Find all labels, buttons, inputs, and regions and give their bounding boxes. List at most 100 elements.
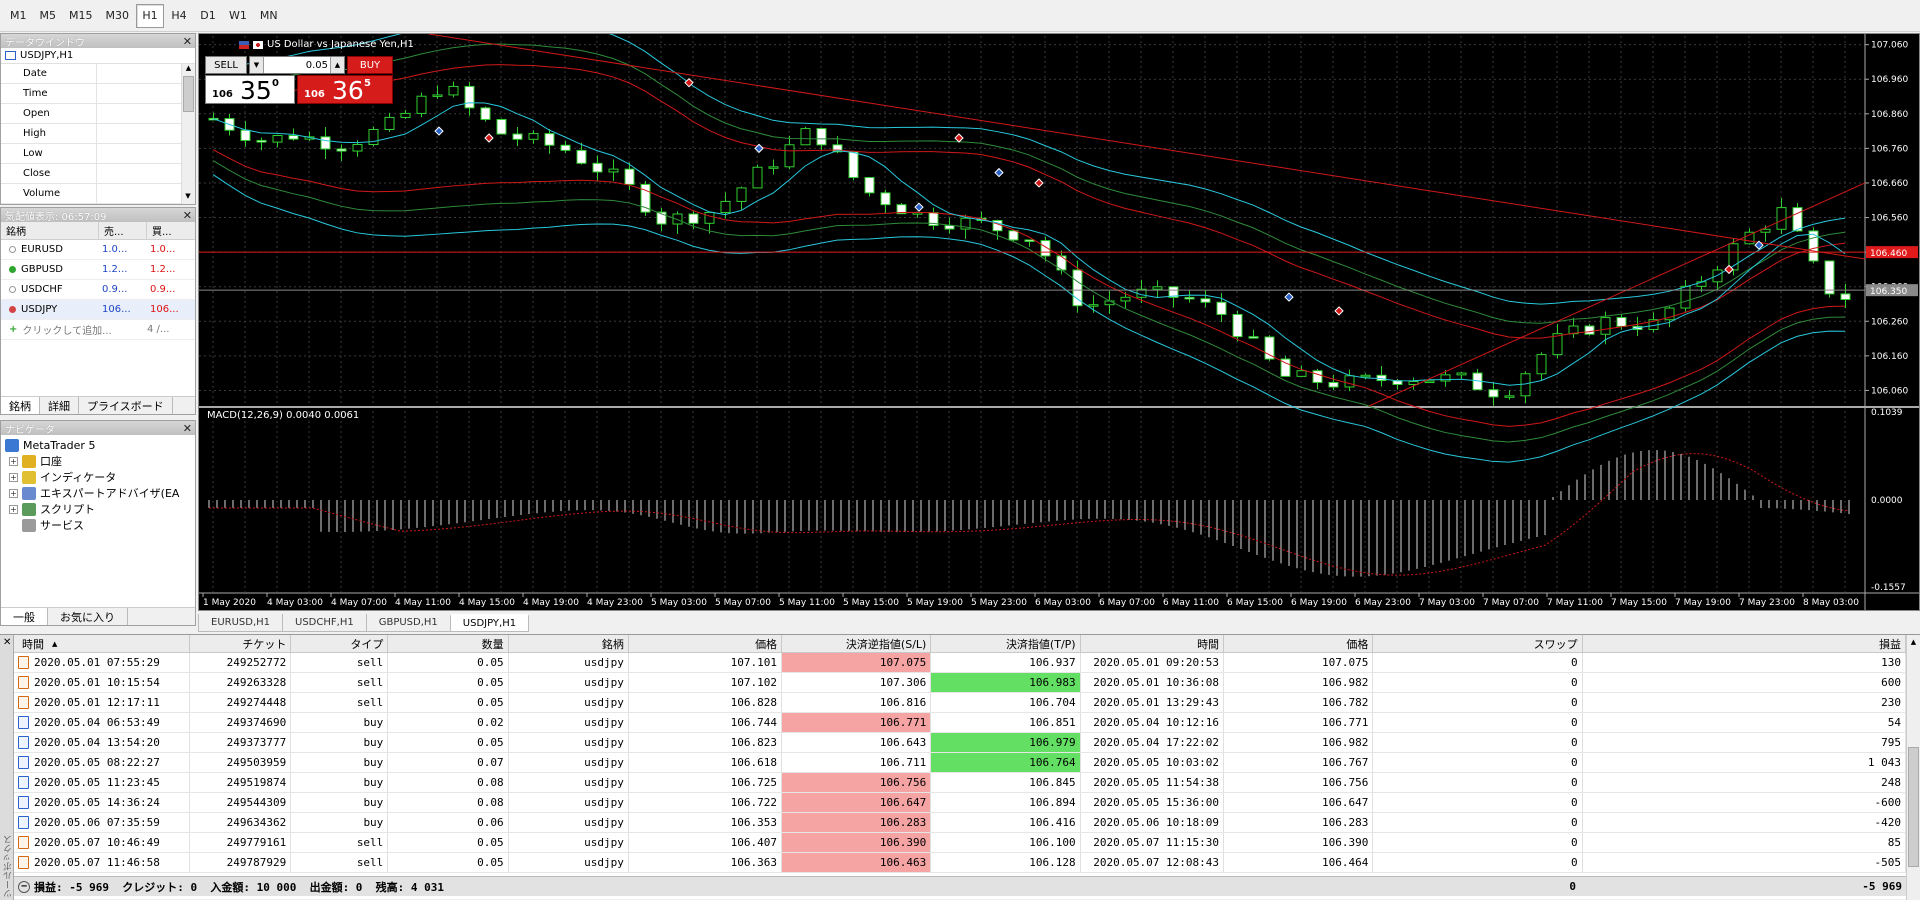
- price-chart[interactable]: 107.060 106.960 106.860 106.760 106.660 106.5…: [198, 33, 1920, 611]
- timeframe-m5[interactable]: M5: [39, 9, 57, 22]
- sell-trade-marker[interactable]: [1034, 178, 1044, 188]
- timeframe-m15[interactable]: M15: [69, 9, 93, 22]
- sell-trade-marker[interactable]: [1334, 306, 1344, 316]
- navigator-root[interactable]: MetaTrader 5: [5, 437, 191, 453]
- column-header-ticket[interactable]: チケット: [190, 635, 292, 652]
- chart-tab-gbpusd[interactable]: GBPUSD,H1: [365, 614, 451, 632]
- column-header-take-profit[interactable]: 決済指値(T/P): [931, 635, 1081, 652]
- scroll-thumb[interactable]: [183, 76, 194, 112]
- column-header-type[interactable]: タイプ: [291, 635, 389, 652]
- market-watch-tab-0[interactable]: 銘柄: [1, 397, 40, 414]
- history-row[interactable]: 2020.05.01 10:15:54 249263328 sell 0.05 usdj…: [14, 673, 1907, 693]
- column-header-symbol[interactable]: 銘柄: [1, 222, 99, 239]
- history-row[interactable]: 2020.05.05 14:36:24 249544309 buy 0.08 usdjp…: [14, 793, 1907, 813]
- navigator-item[interactable]: + スクリプト: [5, 501, 191, 517]
- chart-tab-eurusd[interactable]: EURUSD,H1: [198, 614, 284, 632]
- history-row[interactable]: 2020.05.07 10:46:49 249779161 sell 0.05 usdj…: [14, 833, 1907, 853]
- column-header-close-time[interactable]: 時間: [1081, 635, 1225, 652]
- column-header-open-price[interactable]: 価格: [629, 635, 783, 652]
- market-watch-row[interactable]: USDCHF 0.9... 0.9...: [1, 280, 195, 300]
- buy-trade-marker[interactable]: [914, 202, 924, 212]
- history-row[interactable]: 2020.05.07 11:46:58 249787929 sell 0.05 usdj…: [14, 853, 1907, 873]
- chart-canvas[interactable]: 107.060 106.960 106.860 106.760 106.660 106.5…: [199, 34, 1919, 610]
- history-scrollbar[interactable]: ▲: [1906, 635, 1920, 900]
- buy-trade-marker[interactable]: [1754, 240, 1764, 250]
- chart-tab-usdchf[interactable]: USDCHF,H1: [282, 614, 367, 632]
- buy-trade-marker[interactable]: [434, 126, 444, 136]
- navigator-tab-1[interactable]: お気に入り: [48, 608, 128, 625]
- buy-trade-marker[interactable]: [754, 143, 764, 154]
- timeframe-m1[interactable]: M1: [10, 9, 27, 22]
- column-header-swap[interactable]: スワップ: [1373, 635, 1583, 652]
- close-icon[interactable]: ✕: [3, 637, 12, 648]
- chart-tab-usdjpy[interactable]: USDJPY,H1: [449, 614, 530, 632]
- history-row[interactable]: 2020.05.05 08:22:27 249503959 buy 0.07 usdjp…: [14, 753, 1907, 773]
- history-row[interactable]: 2020.05.05 11:23:45 249519874 buy 0.08 usdjp…: [14, 773, 1907, 793]
- buy-trade-marker[interactable]: [994, 167, 1004, 178]
- close-icon[interactable]: ✕: [182, 34, 192, 48]
- sell-trade-marker[interactable]: [1724, 264, 1734, 275]
- timeframe-m30[interactable]: M30: [105, 9, 130, 22]
- chart-title-label: US Dollar vs Japanese Yen,H1: [267, 39, 414, 50]
- navigator-item[interactable]: + エキスパートアドバイザ(EA: [5, 485, 191, 501]
- cell-close-time: 2020.05.05 15:36:00: [1081, 793, 1225, 812]
- expand-icon[interactable]: +: [9, 472, 18, 482]
- sell-trade-marker[interactable]: [684, 77, 694, 88]
- sell-trade-marker[interactable]: [484, 133, 494, 143]
- buy-trade-marker[interactable]: [1284, 292, 1294, 302]
- scroll-up-icon[interactable]: ▲: [1910, 638, 1917, 646]
- navigator-item[interactable]: + 口座: [5, 453, 191, 469]
- column-header-volume[interactable]: 数量: [388, 635, 509, 652]
- bear-candle: [592, 162, 603, 173]
- navigator-tab-0[interactable]: 一般: [1, 608, 48, 625]
- volume-dropdown-icon[interactable]: ▼: [250, 57, 264, 73]
- timeframe-mn[interactable]: MN: [259, 9, 278, 22]
- market-watch-row[interactable]: GBPUSD 1.2... 1.2...: [1, 260, 195, 280]
- market-watch-add-row[interactable]: + クリックして追加... 4 /...: [1, 320, 195, 340]
- column-header-symbol[interactable]: 銘柄: [509, 635, 629, 652]
- timeframe-d1[interactable]: D1: [200, 9, 216, 22]
- history-row[interactable]: 2020.05.01 12:17:11 249274448 sell 0.05 usdj…: [14, 693, 1907, 713]
- expand-icon[interactable]: +: [9, 488, 18, 498]
- close-icon[interactable]: ✕: [182, 208, 192, 222]
- scroll-up-icon[interactable]: ▲: [185, 64, 192, 72]
- bear-candle: [320, 136, 331, 150]
- history-row[interactable]: 2020.05.04 13:54:20 249373777 buy 0.05 usdjp…: [14, 733, 1907, 753]
- scroll-thumb[interactable]: [1908, 747, 1919, 867]
- volume-up-icon[interactable]: ▲: [330, 57, 344, 73]
- market-watch-tab-1[interactable]: 詳細: [40, 397, 79, 414]
- market-watch-row[interactable]: USDJPY 106... 106...: [1, 300, 195, 320]
- sell-button[interactable]: SELL: [205, 56, 247, 74]
- history-row[interactable]: 2020.05.06 07:35:59 249634362 buy 0.06 usdjp…: [14, 813, 1907, 833]
- price-tick-label: 106.560: [1871, 214, 1908, 224]
- sell-trade-marker[interactable]: [954, 133, 964, 143]
- timeframe-h4[interactable]: H4: [171, 9, 187, 22]
- bear-candle: [1184, 296, 1195, 300]
- buy-button[interactable]: BUY: [347, 56, 393, 74]
- expand-icon[interactable]: +: [9, 504, 18, 514]
- ask-price-display[interactable]: 106 36 5: [297, 75, 393, 105]
- column-header-open-time[interactable]: 時間 ▲: [14, 635, 191, 652]
- collapse-icon[interactable]: −: [18, 880, 30, 893]
- column-header-close-price[interactable]: 価格: [1224, 635, 1374, 652]
- market-watch-row[interactable]: EURUSD 1.0... 1.0...: [1, 240, 195, 260]
- scroll-down-icon[interactable]: ▼: [185, 192, 191, 200]
- column-header-bid[interactable]: 売...: [99, 222, 147, 239]
- column-header-profit[interactable]: 損益: [1583, 635, 1906, 652]
- expand-icon[interactable]: +: [9, 456, 18, 466]
- history-row[interactable]: 2020.05.04 06:53:49 249374690 buy 0.02 usdjp…: [14, 713, 1907, 733]
- history-row[interactable]: 2020.05.01 07:55:29 249252772 sell 0.05 usdj…: [14, 653, 1907, 673]
- timeframe-h1[interactable]: H1: [136, 3, 164, 28]
- column-header-stop-loss[interactable]: 決済逆指値(S/L): [782, 635, 932, 652]
- navigator-item[interactable]: + インディケータ: [5, 469, 191, 485]
- navigator-item[interactable]: サービス: [5, 517, 191, 533]
- close-icon[interactable]: ✕: [182, 421, 192, 435]
- data-window-scrollbar[interactable]: ▲ ▼: [181, 64, 195, 204]
- cell-type: buy: [291, 813, 389, 832]
- column-header-ask[interactable]: 買...: [152, 227, 172, 238]
- data-window-field: Close: [1, 164, 97, 183]
- market-watch-tab-2[interactable]: プライスボード: [79, 397, 173, 414]
- volume-input[interactable]: ▼ 0.05 ▲: [249, 56, 345, 74]
- bid-price-display[interactable]: 106 35 0: [205, 75, 295, 105]
- timeframe-w1[interactable]: W1: [229, 9, 247, 22]
